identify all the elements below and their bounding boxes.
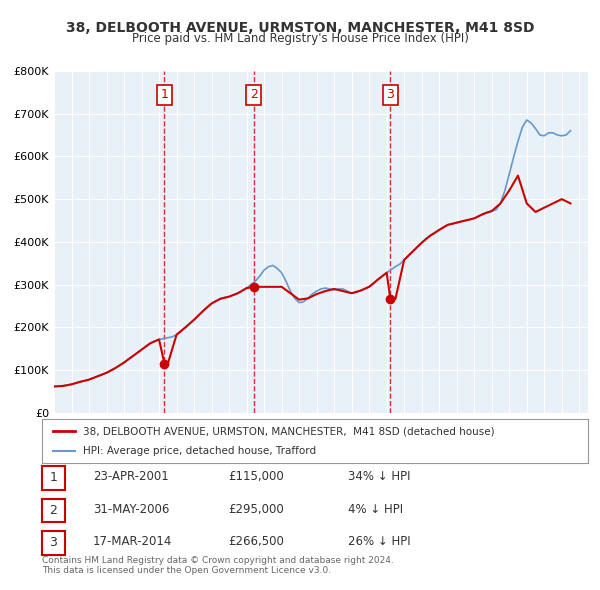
Text: £115,000: £115,000 <box>228 470 284 483</box>
Text: 26% ↓ HPI: 26% ↓ HPI <box>348 535 410 548</box>
Text: 3: 3 <box>49 536 58 549</box>
Text: 1: 1 <box>161 88 169 101</box>
Text: 3: 3 <box>386 88 394 101</box>
Text: 2: 2 <box>49 504 58 517</box>
Text: HPI: Average price, detached house, Trafford: HPI: Average price, detached house, Traf… <box>83 446 316 455</box>
Text: £266,500: £266,500 <box>228 535 284 548</box>
Text: 23-APR-2001: 23-APR-2001 <box>93 470 169 483</box>
Text: 38, DELBOOTH AVENUE, URMSTON, MANCHESTER,  M41 8SD (detached house): 38, DELBOOTH AVENUE, URMSTON, MANCHESTER… <box>83 427 494 436</box>
Text: Price paid vs. HM Land Registry's House Price Index (HPI): Price paid vs. HM Land Registry's House … <box>131 32 469 45</box>
Text: Contains HM Land Registry data © Crown copyright and database right 2024.
This d: Contains HM Land Registry data © Crown c… <box>42 556 394 575</box>
Text: 1: 1 <box>49 471 58 484</box>
Text: 38, DELBOOTH AVENUE, URMSTON, MANCHESTER, M41 8SD: 38, DELBOOTH AVENUE, URMSTON, MANCHESTER… <box>66 21 534 35</box>
Text: 4% ↓ HPI: 4% ↓ HPI <box>348 503 403 516</box>
Text: £295,000: £295,000 <box>228 503 284 516</box>
Text: 2: 2 <box>250 88 258 101</box>
Text: 31-MAY-2006: 31-MAY-2006 <box>93 503 169 516</box>
Text: 34% ↓ HPI: 34% ↓ HPI <box>348 470 410 483</box>
Text: 17-MAR-2014: 17-MAR-2014 <box>93 535 172 548</box>
